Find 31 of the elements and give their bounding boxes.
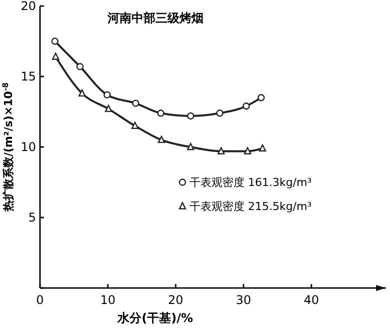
point — [187, 142, 194, 150]
y-tick-label: 10 — [20, 140, 36, 154]
y-tick-label: 5 — [28, 210, 36, 225]
point — [104, 91, 111, 98]
legend-label: 干表观密度 215.5kg/m³ — [189, 200, 312, 214]
point — [131, 122, 139, 129]
x-axis-title: 水分(干基)/% — [116, 311, 194, 325]
point — [216, 110, 224, 117]
point — [218, 147, 225, 154]
point — [258, 94, 265, 102]
point — [244, 147, 252, 154]
y-tick-label: 20 — [20, 0, 36, 14]
point — [78, 89, 86, 97]
x-tick-label: 0 — [36, 293, 44, 307]
point — [51, 38, 59, 45]
x-tick-label: 10 — [100, 293, 116, 307]
chart-title: 河南中部三级烤烟 — [106, 11, 204, 25]
x-tick-label: 40 — [304, 293, 320, 307]
point — [258, 144, 266, 152]
point — [104, 104, 112, 112]
x-tick-label: 30 — [236, 293, 252, 307]
y-tick-label: 15 — [20, 70, 36, 84]
point — [187, 112, 194, 120]
point — [132, 100, 140, 107]
point — [76, 63, 84, 70]
x-tick-label: 20 — [168, 293, 184, 307]
point — [157, 110, 164, 117]
point — [158, 136, 166, 144]
point — [242, 102, 250, 110]
legend-label: 干表观密度 161.3kg/m³ — [189, 176, 312, 190]
point — [52, 52, 60, 60]
